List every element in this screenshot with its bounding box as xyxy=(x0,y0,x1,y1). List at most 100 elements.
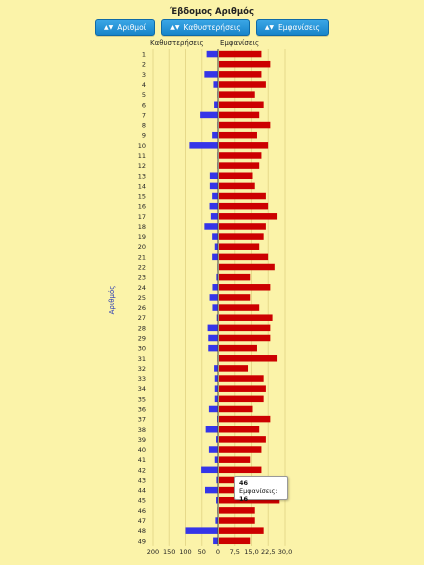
sort-by-delay-label: Καθυστερήσεις xyxy=(183,23,241,32)
delay-bar xyxy=(209,182,218,190)
delay-bar xyxy=(206,50,218,58)
delay-bar xyxy=(204,223,218,230)
delay-column-label: Καθυστερήσεις xyxy=(150,39,204,47)
x-tick-label: 15,0 xyxy=(244,548,258,556)
appearance-bar xyxy=(219,233,264,240)
delay-bar xyxy=(189,142,218,149)
sort-icon: ▲▼ xyxy=(104,23,114,31)
category-label: 43 xyxy=(138,476,146,484)
category-label: 11 xyxy=(138,152,146,160)
delay-bar xyxy=(213,537,218,545)
category-label: 37 xyxy=(138,416,146,424)
delay-bar xyxy=(212,253,218,261)
bar-tooltip: 46 Εμφανίσεις: 16 xyxy=(234,476,288,503)
sort-icon: ▲▼ xyxy=(170,23,180,31)
category-label: 17 xyxy=(138,213,146,221)
category-label: 23 xyxy=(138,274,146,282)
delay-bar xyxy=(205,486,218,494)
delay-bar xyxy=(208,446,218,453)
appearance-bar xyxy=(219,263,275,271)
category-label: 47 xyxy=(138,517,146,525)
category-label: 29 xyxy=(138,334,146,342)
appearance-bar xyxy=(219,81,266,88)
appearance-bar xyxy=(219,101,264,109)
delay-bar xyxy=(216,496,218,504)
appearance-bar xyxy=(219,284,271,291)
appearance-bar xyxy=(219,192,266,200)
appearance-bar xyxy=(219,385,266,392)
category-label: 44 xyxy=(138,487,146,495)
delay-bar xyxy=(209,172,218,179)
x-tick-label: 200 xyxy=(147,548,159,556)
category-label: 19 xyxy=(138,233,146,241)
appearance-bar xyxy=(219,517,255,524)
appearance-bar xyxy=(219,466,262,474)
sort-by-appearance-button[interactable]: ▲▼ Εμφανίσεις xyxy=(255,19,329,36)
appearance-bar xyxy=(219,324,271,332)
delay-bar xyxy=(200,111,218,119)
delay-bar xyxy=(212,233,218,240)
appearance-bar xyxy=(219,304,260,311)
category-label: 34 xyxy=(138,385,146,393)
category-label: 18 xyxy=(138,223,146,231)
delay-bar xyxy=(216,436,218,443)
appearance-bar xyxy=(219,213,278,220)
appearance-bar xyxy=(219,395,264,403)
category-label: 8 xyxy=(142,122,146,130)
category-label: 39 xyxy=(138,436,146,444)
appearance-bar xyxy=(219,355,278,362)
delay-bar xyxy=(209,294,218,301)
appearance-bar xyxy=(219,243,260,250)
delay-bar xyxy=(215,517,218,524)
delay-bar xyxy=(216,476,218,484)
appearance-bar xyxy=(219,131,257,139)
x-tick-label: 0 xyxy=(216,548,220,556)
category-label: 41 xyxy=(138,456,146,464)
x-tick-label: 7,5 xyxy=(230,548,240,556)
category-label: 14 xyxy=(138,182,146,190)
category-label: 3 xyxy=(142,71,146,79)
category-label: 31 xyxy=(138,355,146,363)
x-tick-label: 50 xyxy=(198,548,206,556)
appearance-bar xyxy=(219,405,253,413)
delay-bar xyxy=(201,466,218,474)
appearance-bar xyxy=(219,152,262,159)
category-label: 15 xyxy=(138,193,146,201)
category-label: 20 xyxy=(138,243,146,251)
sort-by-delay-button[interactable]: ▲▼ Καθυστερήσεις xyxy=(161,19,250,36)
category-label: 28 xyxy=(138,324,146,332)
appearance-bar xyxy=(219,71,262,78)
delay-bar xyxy=(208,405,218,413)
category-label: 4 xyxy=(142,81,146,89)
delay-bar xyxy=(216,314,218,321)
appearance-bar xyxy=(219,527,264,534)
appearance-bar xyxy=(219,334,271,342)
delay-bar xyxy=(208,344,218,352)
category-label: 2 xyxy=(142,61,146,69)
category-label: 10 xyxy=(138,142,146,150)
category-label: 9 xyxy=(142,132,146,140)
appearance-bar xyxy=(219,415,271,423)
appearance-bar xyxy=(219,375,264,382)
category-label: 1 xyxy=(142,51,146,59)
x-tick-label: 22,5 xyxy=(261,548,275,556)
sort-by-number-button[interactable]: ▲▼ Αριθμοί xyxy=(95,19,156,36)
category-label: 21 xyxy=(138,253,146,261)
x-tick-label: 30,0 xyxy=(278,548,292,556)
delay-bar xyxy=(214,101,218,109)
appearance-bar xyxy=(219,537,251,545)
delay-bar xyxy=(205,426,218,433)
appearance-bar xyxy=(219,496,280,504)
delay-bar xyxy=(208,334,218,342)
delay-bar xyxy=(212,284,218,291)
category-label: 7 xyxy=(142,111,146,119)
delay-bar xyxy=(214,365,218,372)
category-label: 35 xyxy=(138,395,146,403)
appearance-bar xyxy=(219,162,260,169)
category-label: 49 xyxy=(138,537,146,545)
delay-bar xyxy=(212,131,218,139)
appearance-bar xyxy=(219,121,271,129)
category-label: 24 xyxy=(138,284,146,292)
delay-bar xyxy=(214,375,218,382)
appearance-bar xyxy=(219,273,251,281)
